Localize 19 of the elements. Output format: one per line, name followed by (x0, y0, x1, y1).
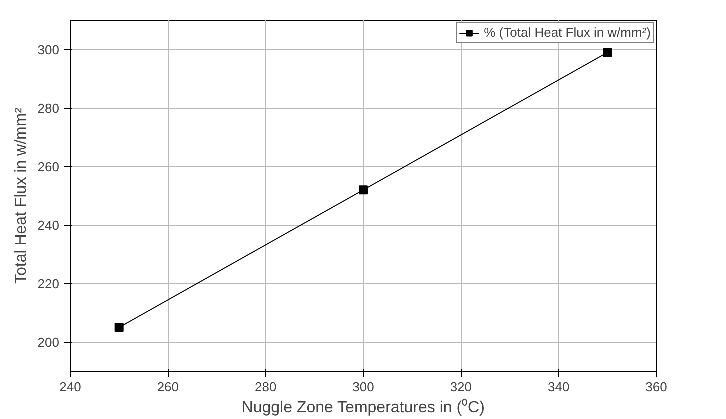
legend-label: % (Total Heat Flux in w/mm²) (484, 25, 651, 40)
x-tick-label: 260 (157, 380, 180, 394)
x-tick-label: 320 (450, 380, 472, 394)
x-axis-title: Nuggle Zone Temperatures in (⁰C) (242, 398, 485, 416)
point (359, 186, 368, 195)
y-tick-label: 260 (38, 159, 60, 174)
x-tick-label: 340 (548, 380, 570, 394)
y-tick-label: 240 (38, 218, 60, 233)
x-tick-label: 280 (254, 380, 277, 394)
point (114, 323, 124, 332)
y-tick-label: 280 (38, 100, 60, 116)
y-tick-label: 200 (38, 334, 60, 350)
y-axis-title: Total Heat Flux in w/mm² (12, 107, 30, 284)
x-tick-label: 360 (646, 380, 668, 394)
y-tick-label: 300 (38, 42, 60, 58)
x-tick-label: 300 (352, 380, 374, 394)
x-tick-label: 240 (60, 380, 82, 394)
y-tick-label: 220 (38, 276, 60, 292)
point (603, 48, 612, 58)
